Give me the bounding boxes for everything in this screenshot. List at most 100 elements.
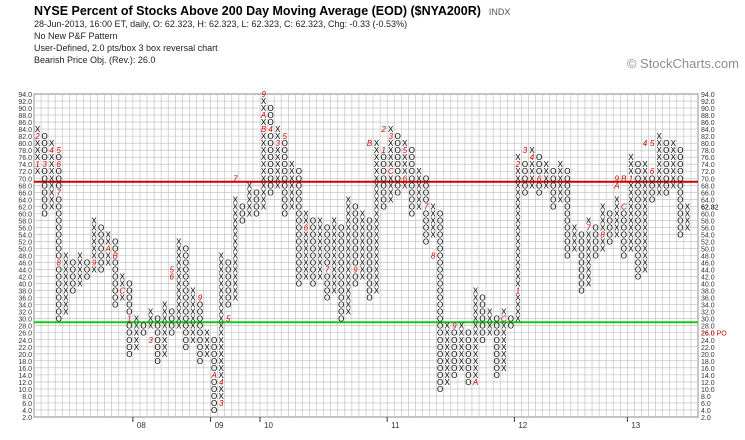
o-box: O bbox=[437, 266, 443, 275]
o-box: O bbox=[366, 237, 372, 246]
x-box: X bbox=[459, 329, 465, 338]
o-box: O bbox=[112, 273, 118, 282]
o-box: O bbox=[352, 230, 358, 239]
o-box: O bbox=[225, 287, 231, 296]
x-box: X bbox=[219, 371, 225, 380]
o-box: O bbox=[112, 259, 118, 268]
o-box: O bbox=[183, 329, 189, 338]
x-box: X bbox=[233, 294, 239, 303]
y-tick-label-right: 40.0 bbox=[701, 282, 715, 289]
x-box: X bbox=[105, 237, 111, 246]
x-box: X bbox=[515, 280, 521, 289]
o-box: O bbox=[211, 385, 217, 394]
x-box: X bbox=[515, 167, 521, 176]
o-box: O bbox=[381, 167, 387, 176]
x-box: X bbox=[642, 160, 648, 169]
x-box: X bbox=[49, 174, 55, 183]
x-box: X bbox=[600, 209, 606, 218]
month-marker: 8 bbox=[431, 252, 436, 261]
x-box: X bbox=[501, 343, 507, 352]
y-tick-label-right: 24.0 bbox=[701, 338, 715, 345]
o-box: O bbox=[310, 266, 316, 275]
o-box: O bbox=[296, 174, 302, 183]
o-box: O bbox=[663, 174, 669, 183]
o-box: O bbox=[564, 209, 570, 218]
month-marker: 5 bbox=[56, 146, 61, 155]
x-box: X bbox=[671, 146, 677, 155]
o-box: O bbox=[677, 146, 683, 155]
x-box: X bbox=[374, 244, 380, 253]
o-box: O bbox=[56, 294, 62, 303]
o-box: O bbox=[479, 315, 485, 324]
o-box: O bbox=[437, 237, 443, 246]
x-box: X bbox=[63, 266, 69, 275]
o-box: O bbox=[268, 160, 274, 169]
x-box: X bbox=[374, 223, 380, 232]
x-box: X bbox=[685, 223, 691, 232]
o-box: O bbox=[607, 223, 613, 232]
y-tick-label-right: 22.0 bbox=[701, 345, 715, 352]
o-box: O bbox=[56, 237, 62, 246]
o-box: O bbox=[677, 195, 683, 204]
chart-title: NYSE Percent of Stocks Above 200 Day Mov… bbox=[34, 4, 734, 18]
month-marker: A bbox=[260, 111, 266, 120]
x-box: X bbox=[317, 252, 323, 261]
o-box: O bbox=[310, 237, 316, 246]
o-box: O bbox=[70, 287, 76, 296]
o-box: O bbox=[338, 259, 344, 268]
x-box: X bbox=[558, 160, 564, 169]
x-box: X bbox=[473, 308, 479, 317]
o-box: O bbox=[635, 223, 641, 232]
x-box: X bbox=[35, 167, 41, 176]
o-box: O bbox=[663, 167, 669, 176]
x-box: X bbox=[332, 237, 338, 246]
y-tick-label-right: 78.0 bbox=[701, 148, 715, 155]
o-box: O bbox=[253, 202, 259, 211]
y-tick-label-right: 14.0 bbox=[701, 373, 715, 380]
y-tick-label-left: 38.0 bbox=[18, 289, 32, 296]
o-box: O bbox=[98, 266, 104, 275]
month-marker: 7 bbox=[325, 266, 330, 275]
x-tick-label: 11 bbox=[391, 421, 400, 430]
o-box: O bbox=[56, 223, 62, 232]
x-box: X bbox=[162, 308, 168, 317]
y-tick-label-right: 88.0 bbox=[701, 113, 715, 120]
x-box: X bbox=[685, 209, 691, 218]
o-box: O bbox=[338, 287, 344, 296]
x-box: X bbox=[49, 195, 55, 204]
o-box: O bbox=[239, 209, 245, 218]
o-box: O bbox=[366, 230, 372, 239]
o-box: O bbox=[324, 294, 330, 303]
x-box: X bbox=[219, 273, 225, 282]
o-box: O bbox=[324, 259, 330, 268]
y-tick-label-right: 30.0 bbox=[701, 317, 715, 324]
o-box: O bbox=[183, 301, 189, 310]
x-box: X bbox=[219, 343, 225, 352]
x-box: X bbox=[445, 357, 451, 366]
month-marker: 6 bbox=[304, 223, 309, 232]
o-box: O bbox=[338, 294, 344, 303]
y-tick-label-left: 44.0 bbox=[18, 268, 32, 275]
o-box: O bbox=[437, 252, 443, 261]
o-box: O bbox=[635, 202, 641, 211]
y-tick-label-left: 34.0 bbox=[18, 303, 32, 310]
y-tick-label-left: 60.0 bbox=[18, 211, 32, 218]
x-box: X bbox=[233, 230, 239, 239]
o-box: O bbox=[536, 188, 542, 197]
x-box: X bbox=[628, 216, 634, 225]
y-tick-label-left: 54.0 bbox=[18, 232, 32, 239]
o-box: O bbox=[183, 287, 189, 296]
o-box: O bbox=[268, 167, 274, 176]
x-box: X bbox=[501, 329, 507, 338]
x-box: X bbox=[219, 350, 225, 359]
x-box: X bbox=[303, 244, 309, 253]
o-box: O bbox=[324, 223, 330, 232]
o-box: O bbox=[126, 322, 132, 331]
o-box: O bbox=[41, 195, 47, 204]
o-box: O bbox=[296, 259, 302, 268]
x-box: X bbox=[162, 336, 168, 345]
o-box: O bbox=[395, 132, 401, 141]
o-box: O bbox=[564, 223, 570, 232]
o-box: O bbox=[310, 223, 316, 232]
y-tick-label-right: 36.0 bbox=[701, 296, 715, 303]
